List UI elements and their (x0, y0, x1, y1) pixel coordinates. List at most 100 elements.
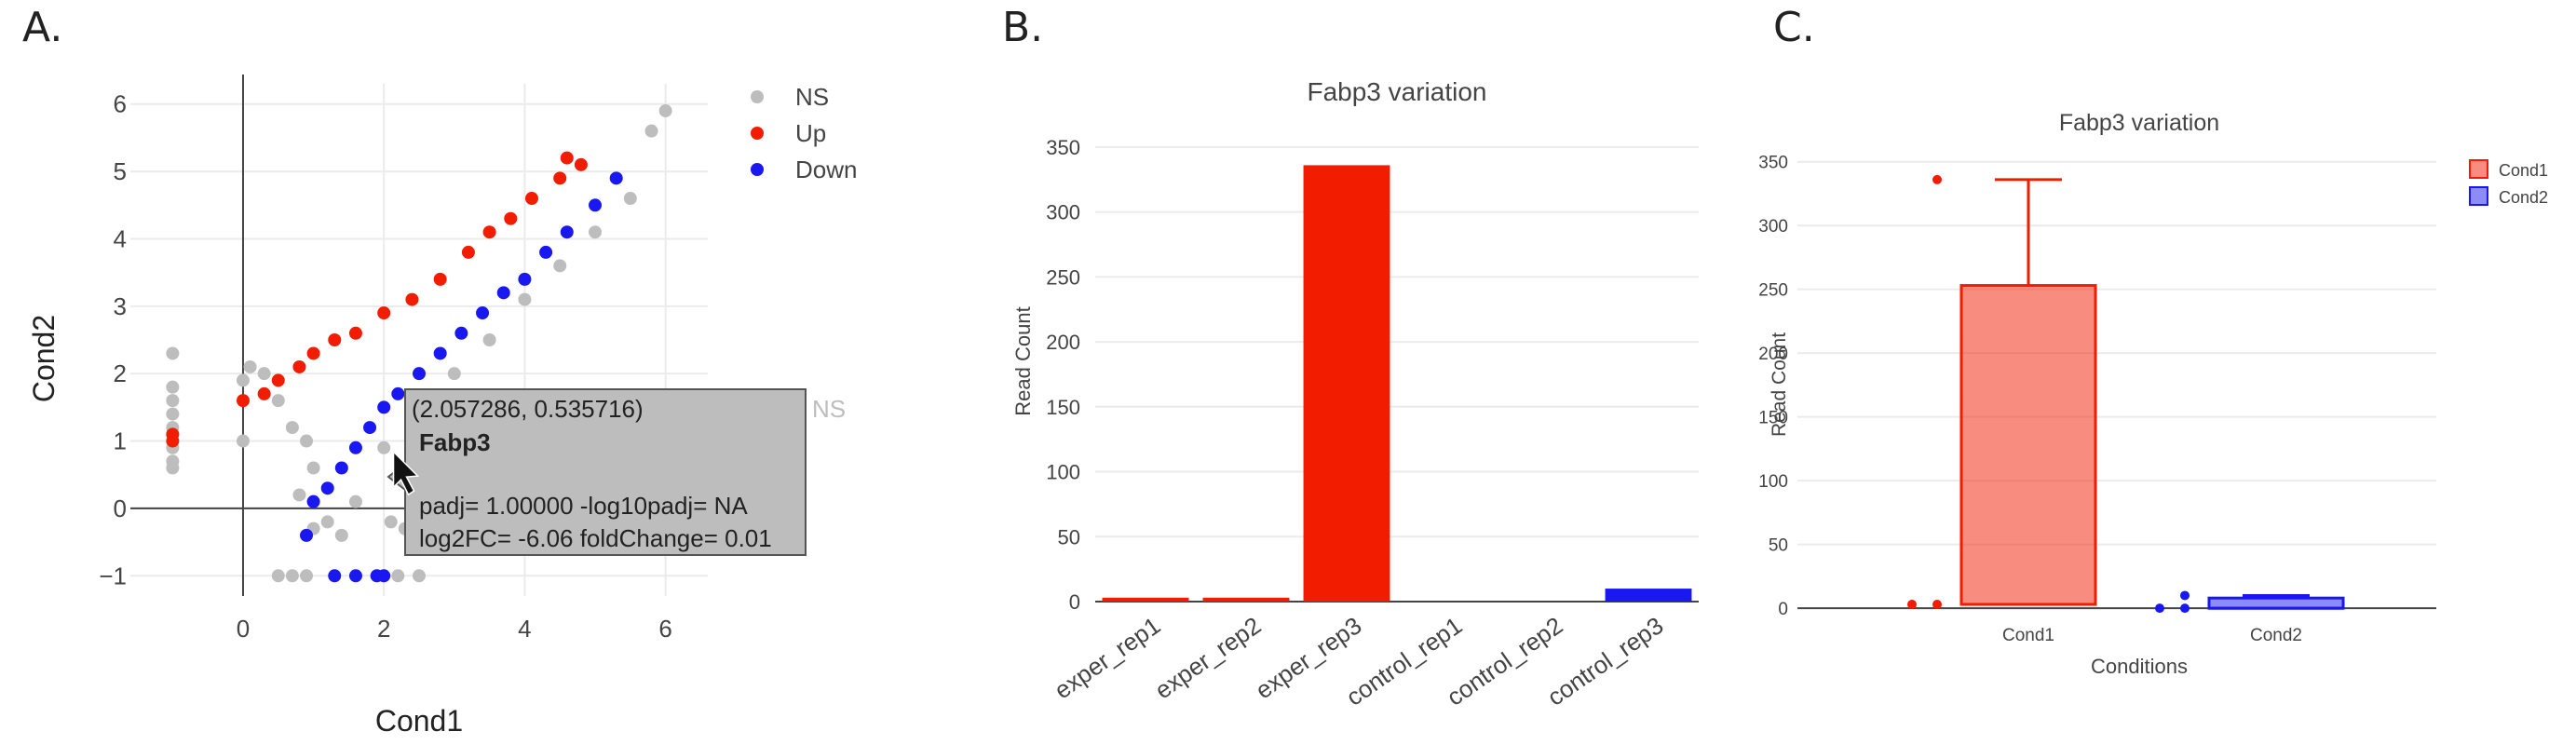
data-point-up (292, 359, 306, 373)
data-point-ns (377, 440, 391, 454)
y-tick-label: 100 (1046, 461, 1080, 484)
data-point-down (518, 272, 532, 286)
data-point-ns (271, 394, 285, 408)
tooltip-gene: Fabp3 (419, 428, 491, 456)
data-point-up (461, 245, 475, 259)
cursor-arrow-icon (392, 450, 420, 496)
data-point-ns (166, 461, 180, 475)
box-point-cond2 (2180, 603, 2190, 614)
y-tick-label: 2 (114, 359, 127, 387)
data-point-up (553, 171, 567, 185)
data-point-up (524, 192, 538, 206)
data-point-down (454, 326, 468, 340)
data-point-ns (236, 434, 250, 448)
x-axis-title: Conditions (2091, 655, 2188, 678)
data-point-ns (623, 192, 637, 206)
y-tick-label: 3 (114, 292, 127, 320)
data-point-ns (482, 333, 496, 346)
data-point-down (320, 481, 334, 495)
box-point-cond1 (1932, 174, 1942, 184)
data-point-up (236, 394, 250, 408)
data-point-ns (236, 373, 250, 387)
data-point-down (413, 367, 426, 381)
data-point-down (476, 306, 490, 320)
data-point-down (348, 440, 362, 454)
box-point-cond1 (1907, 600, 1917, 610)
data-point-down (609, 171, 623, 185)
bar-exper_rep1 (1102, 597, 1189, 602)
data-point-ns (518, 292, 532, 306)
y-tick-label: 0 (114, 494, 127, 522)
y-tick-label: 100 (1758, 472, 1788, 492)
data-point-down (363, 421, 377, 435)
data-point-ns (658, 103, 672, 117)
y-tick-label: 250 (1758, 281, 1788, 301)
data-point-up (433, 272, 447, 286)
y-tick-label: 150 (1758, 409, 1788, 428)
y-tick-label: −1 (99, 562, 127, 589)
data-point-down (433, 346, 447, 360)
y-tick-label: 50 (1769, 536, 1788, 556)
tooltip-coords: (2.057286, 0.535716) (412, 395, 644, 423)
chart-title: Fabp3 variation (1307, 77, 1486, 106)
data-point-down (539, 245, 553, 259)
data-point-ns (285, 569, 299, 583)
data-point-down (348, 569, 362, 583)
data-point-down (334, 461, 348, 475)
x-tick-label: Cond1 (2002, 626, 2054, 645)
y-tick-label: 300 (1046, 201, 1080, 224)
y-axis-title: Read Count (1011, 306, 1035, 415)
legend-label-cond1: Cond1 (2499, 161, 2548, 180)
legend-swatch-cond2 (2469, 186, 2488, 206)
y-tick-label: 5 (114, 157, 127, 185)
data-point-ns (334, 528, 348, 542)
tooltip-line1: padj= 1.00000 -log10padj= NA (419, 492, 748, 520)
data-point-ns (292, 488, 306, 502)
data-point-ns (300, 569, 314, 583)
data-point-ns (589, 225, 603, 239)
data-point-up (377, 306, 391, 320)
data-point-ns (166, 346, 180, 360)
panel-label-a: A. (22, 4, 63, 51)
legend-marker-down (751, 163, 764, 176)
data-point-down (391, 386, 405, 400)
y-tick-label: 6 (114, 90, 127, 118)
y-tick-label: 200 (1758, 345, 1788, 364)
data-point-ns (285, 421, 299, 435)
data-point-down (306, 494, 320, 508)
data-point-up (574, 157, 588, 171)
data-point-down (377, 400, 391, 414)
data-point-up (348, 326, 362, 340)
data-point-up (560, 151, 574, 165)
data-point-ns (166, 394, 180, 408)
panel-label-c: C. (1773, 4, 1815, 51)
x-tick-label: Cond2 (2250, 626, 2302, 645)
data-point-ns (166, 407, 180, 421)
tooltip-series-tag: NS (812, 395, 846, 423)
x-tick-label: 6 (658, 615, 671, 643)
y-tick-label: 150 (1046, 396, 1080, 419)
bar-exper_rep2 (1202, 597, 1290, 602)
y-tick-label: 250 (1046, 265, 1080, 289)
box-point-cond2 (2180, 590, 2190, 601)
box-point-cond2 (2155, 603, 2164, 614)
data-point-ns (306, 461, 320, 475)
x-tick-label: 2 (377, 615, 390, 643)
data-point-down (300, 528, 314, 542)
y-tick-label: 0 (1069, 590, 1080, 614)
x-axis-title: Cond1 (375, 704, 463, 738)
box-point-cond1 (1932, 600, 1942, 610)
y-axis-title: Read Count (1769, 332, 1790, 437)
y-tick-label: 4 (114, 224, 127, 252)
data-point-down (589, 198, 603, 212)
data-point-ns (300, 434, 314, 448)
data-point-down (560, 225, 574, 239)
y-axis-title: Cond2 (27, 315, 61, 402)
data-point-up (306, 346, 320, 360)
legend-label-up: Up (795, 119, 826, 147)
data-point-ns (644, 124, 658, 138)
x-tick-label: 4 (518, 615, 531, 643)
